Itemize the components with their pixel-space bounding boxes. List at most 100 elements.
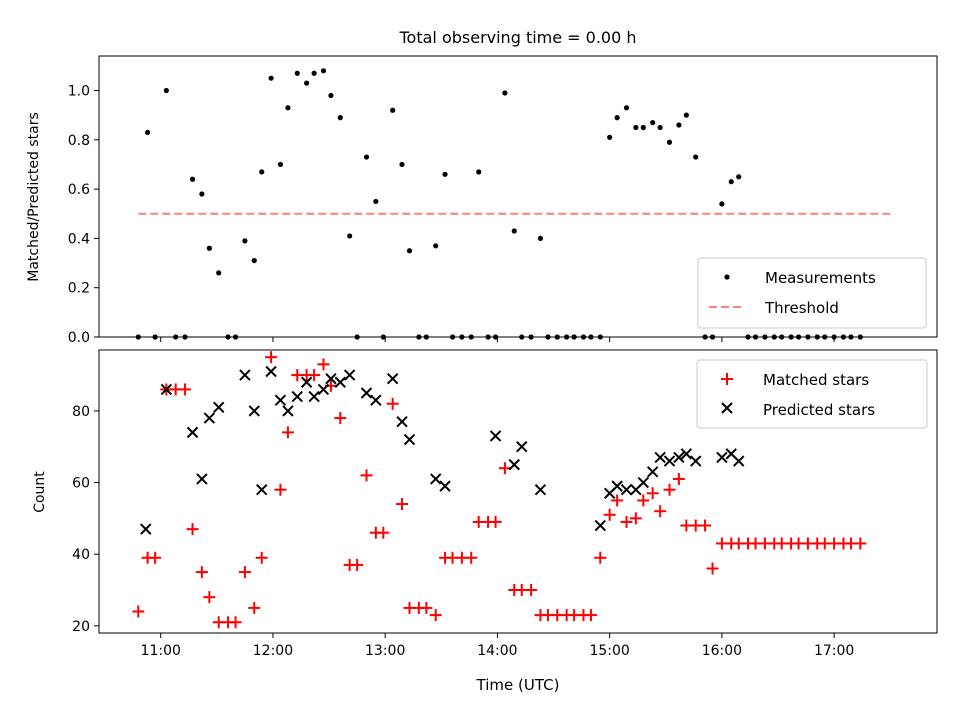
- x-tick-label: 17:00: [814, 643, 854, 659]
- predicted-star-point: [439, 480, 451, 492]
- matched-star-point: [620, 515, 633, 528]
- predicted-x-b: [300, 376, 313, 388]
- matched-star-point: [489, 515, 502, 528]
- predicted-x-b: [140, 523, 152, 535]
- measurement-point: [294, 70, 300, 76]
- predicted-x-b: [429, 473, 442, 485]
- predicted-star-point: [489, 430, 502, 442]
- predicted-star-point: [386, 372, 399, 385]
- measurement-point: [676, 122, 682, 128]
- measurement-point: [337, 115, 343, 121]
- predicted-x-b: [265, 365, 277, 378]
- legend-measurements-marker: [724, 274, 730, 280]
- y-tick-label: 80: [72, 404, 90, 420]
- predicted-x-b: [308, 390, 320, 403]
- predicted-x-b: [370, 394, 382, 406]
- count-axes-frame: [98, 349, 938, 634]
- measurement-point: [433, 243, 439, 249]
- matched-star-point: [334, 412, 347, 425]
- predicted-x-b: [725, 448, 737, 460]
- matched-star-point: [281, 426, 294, 439]
- measurement-point: [216, 270, 222, 276]
- measurement-point: [442, 171, 448, 177]
- matched-star-point: [646, 487, 659, 500]
- predicted-star-point: [716, 451, 728, 464]
- predicted-x-b: [282, 405, 294, 417]
- matched-star-point: [654, 505, 667, 518]
- predicted-x-b: [317, 383, 330, 396]
- predicted-star-point: [673, 451, 685, 464]
- predicted-x-b: [689, 455, 702, 467]
- predicted-star-point: [317, 383, 330, 396]
- y-tick-label: 1.0: [68, 84, 90, 100]
- measurement-point: [268, 75, 274, 81]
- predicted-x-b: [360, 387, 373, 399]
- predicted-star-point: [403, 433, 416, 446]
- legend-measurements-label: Measurements: [765, 269, 876, 287]
- y-tick-label: 0.8: [68, 133, 90, 149]
- matched-star-point: [149, 551, 162, 564]
- predicted-x-b: [334, 376, 347, 388]
- count-legend-box: [696, 359, 928, 429]
- measurement-point: [189, 176, 196, 182]
- predicted-x-b: [620, 484, 633, 496]
- ratio-x-ticks: [160, 337, 835, 342]
- measurement-point: [328, 92, 334, 99]
- predicted-star-point: [213, 401, 225, 414]
- matched-star-point: [308, 369, 321, 382]
- matched-star-point: [854, 537, 867, 550]
- measurement-point: [640, 124, 646, 131]
- matched-star-point: [274, 483, 287, 496]
- ratio-axes-frame: [98, 55, 938, 338]
- matched-star-point: [584, 609, 597, 622]
- measurement-point: [476, 169, 482, 175]
- predicted-x-b: [239, 369, 251, 381]
- matched-star-point: [195, 566, 208, 579]
- measurement-point: [320, 68, 327, 74]
- measurement-point: [633, 124, 639, 131]
- predicted-star-point: [140, 523, 152, 535]
- ratio-y-ticks: 0.0 0.2 0.4 0.6 0.8 1.0: [68, 84, 99, 346]
- measurement-point: [163, 87, 169, 94]
- predicted-star-point: [733, 455, 745, 467]
- legend-predicted-label: Predicted stars: [763, 401, 875, 419]
- predicted-x-b: [386, 372, 399, 385]
- predicted-star-point: [646, 466, 659, 478]
- predicted-x-b: [534, 484, 547, 496]
- legend-matched-label: Matched stars: [763, 371, 869, 389]
- measurement-point: [311, 70, 317, 76]
- predicted-star-point: [370, 394, 382, 406]
- matched-star-point: [229, 616, 242, 629]
- measurement-point: [537, 235, 544, 242]
- matched-star-point: [377, 526, 390, 539]
- measurement-point: [206, 245, 212, 251]
- ratio-y-axis-label: Matched/Predicted stars: [26, 112, 42, 282]
- matched-star-point: [603, 508, 616, 521]
- matched-star-point: [498, 462, 511, 475]
- measurement-point: [347, 233, 353, 239]
- predicted-star-point: [274, 394, 287, 406]
- y-tick-label: 20: [72, 619, 90, 635]
- y-tick-label: 0.2: [68, 281, 90, 297]
- measurement-point: [623, 105, 630, 111]
- matched-star-point: [706, 562, 719, 575]
- matched-star-point: [699, 519, 712, 532]
- matched-star-point: [317, 358, 330, 371]
- ratio-legend: Measurements Threshold: [697, 257, 927, 329]
- predicted-star-point: [620, 484, 633, 496]
- measurement-point: [251, 257, 257, 264]
- predicted-x-b: [203, 412, 216, 424]
- legend-threshold-label: Threshold: [764, 299, 839, 317]
- matched-star-point: [611, 494, 624, 507]
- measurement-point: [614, 115, 620, 121]
- predicted-star-point: [308, 390, 320, 403]
- matched-star-point: [360, 469, 373, 482]
- predicted-star-point: [256, 484, 268, 496]
- predicted-x-b: [646, 466, 659, 478]
- measurement-point: [657, 124, 663, 131]
- predicted-star-point: [291, 390, 303, 403]
- predicted-x-b: [654, 451, 666, 464]
- matched-star-point: [265, 351, 278, 364]
